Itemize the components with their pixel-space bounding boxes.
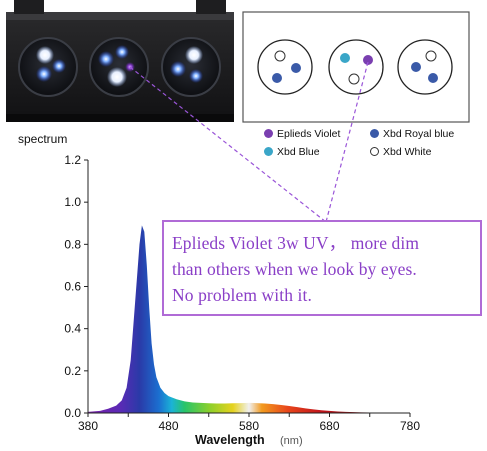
y-tick-label: 0.8 [64, 237, 81, 251]
legend-label: Xbd Blue [277, 146, 320, 158]
layout-lens-left [257, 39, 313, 95]
lens-right [161, 37, 221, 97]
y-tick-label: 1.2 [64, 153, 81, 167]
y-ticks: 0.0 0.2 0.4 0.6 0.8 1.0 1.2 [64, 153, 88, 420]
callout-text: Eplieds Violet 3w UV， more dim than othe… [172, 230, 480, 308]
led-layout-diagram [242, 11, 470, 123]
y-tick-label: 0.4 [64, 322, 81, 336]
legend-item-royal-blue: Xbd Royal blue [370, 128, 454, 140]
callout-line: Eplieds Violet 3w UV， more dim [172, 233, 420, 253]
legend-item-xbd-blue: Xbd Blue [264, 146, 320, 158]
spectrum-chart: spectrum 0.0 0.2 0.4 0.6 0.8 1.0 1.2 380 480 580… [18, 132, 420, 447]
legend-swatch-violet [264, 129, 273, 138]
callout-line: than others when we look by eyes. [172, 259, 417, 279]
x-tick-label: 480 [158, 419, 178, 433]
legend-label: Xbd White [383, 146, 432, 158]
lens-left [18, 37, 78, 97]
x-axis-label: Wavelength [195, 433, 265, 447]
lens-middle [89, 37, 149, 97]
x-tick-label: 380 [78, 419, 98, 433]
x-tick-label: 780 [400, 419, 420, 433]
x-axis-unit: (nm) [280, 435, 303, 447]
led-fixture-photo [6, 0, 234, 122]
legend-swatch-royal-blue [370, 129, 379, 138]
x-tick-label: 580 [239, 419, 259, 433]
x-ticks: 380 480 580 680 780 [78, 413, 420, 433]
legend-item-eplieds-violet: Eplieds Violet [264, 128, 340, 140]
legend-label: Eplieds Violet [277, 128, 341, 140]
legend-swatch-blue [264, 147, 273, 156]
layout-lens-middle [328, 39, 384, 95]
y-tick-label: 0.0 [64, 406, 81, 420]
chart-title: spectrum [18, 132, 67, 146]
y-tick-label: 0.6 [64, 280, 81, 294]
x-tick-label: 680 [319, 419, 339, 433]
y-tick-label: 1.0 [64, 195, 81, 209]
layout-lens-right [397, 39, 453, 95]
legend-swatch-white [370, 147, 379, 156]
y-tick-label: 0.2 [64, 364, 81, 378]
callout-line: No problem with it. [172, 285, 312, 305]
legend-item-xbd-white: Xbd White [370, 146, 431, 158]
callout-box: Eplieds Violet 3w UV， more dim than othe… [162, 220, 482, 316]
legend-label: Xbd Royal blue [383, 128, 455, 140]
